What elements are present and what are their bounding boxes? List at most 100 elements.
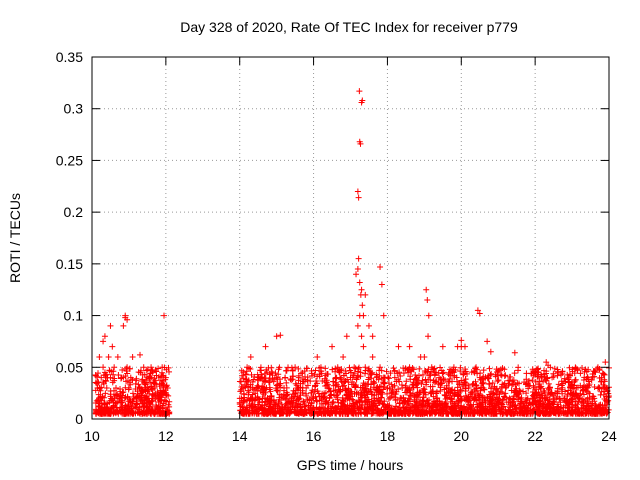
data-point-dense — [270, 378, 277, 385]
data-point-dense — [496, 399, 503, 406]
data-point-dense — [296, 395, 303, 402]
data-point-dense — [554, 368, 561, 375]
data-point — [365, 322, 372, 329]
data-point-dense — [330, 382, 337, 389]
data-point — [365, 374, 372, 381]
data-point-dense — [119, 366, 126, 373]
data-point — [262, 343, 269, 350]
data-point-dense — [343, 391, 350, 398]
data-point-dense — [336, 367, 343, 374]
data-point-dense — [488, 384, 495, 391]
data-point — [125, 405, 132, 412]
data-point-dense — [157, 389, 164, 396]
data-point-dense — [275, 371, 282, 378]
data-point-dense — [257, 367, 264, 374]
data-point-dense — [462, 407, 469, 414]
data-point-dense — [253, 384, 260, 391]
data-point-dense — [320, 410, 327, 417]
data-point-dense — [413, 381, 420, 388]
data-point-dense — [283, 379, 290, 386]
data-point-dense — [551, 365, 558, 372]
data-point-dense — [433, 388, 440, 395]
data-point-dense — [259, 395, 266, 402]
data-point-dense — [494, 372, 501, 379]
data-point-dense — [349, 410, 356, 417]
data-point-dense — [464, 404, 471, 411]
data-point-dense — [264, 369, 271, 376]
data-point-dense — [559, 408, 566, 415]
data-point-dense — [272, 401, 279, 408]
data-point-dense — [351, 402, 358, 409]
data-point-dense — [537, 385, 544, 392]
data-point-dense — [540, 378, 547, 385]
data-point-dense — [315, 390, 322, 397]
data-point — [114, 353, 121, 360]
data-point — [443, 384, 450, 391]
data-point-dense — [544, 410, 551, 417]
data-point-dense — [444, 410, 451, 417]
data-point-dense — [584, 400, 591, 407]
data-point-dense — [165, 401, 172, 408]
data-point-dense — [132, 410, 139, 417]
data-point-dense — [445, 378, 452, 385]
data-point-dense — [520, 403, 527, 410]
x-tick-label: 24 — [601, 428, 617, 444]
data-point — [591, 395, 598, 402]
data-point-dense — [428, 389, 435, 396]
data-point-dense — [123, 365, 130, 372]
data-point-dense — [457, 407, 464, 414]
data-point-dense — [147, 410, 154, 417]
data-point-dense — [480, 367, 487, 374]
data-point-dense — [523, 381, 530, 388]
data-point-dense — [511, 402, 518, 409]
data-point-dense — [420, 394, 427, 401]
data-point-dense — [362, 385, 369, 392]
data-point-dense — [127, 399, 134, 406]
data-point-dense — [471, 369, 478, 376]
data-point-dense — [113, 404, 120, 411]
data-point-dense — [283, 392, 290, 399]
data-point-dense — [340, 372, 347, 379]
data-point-dense — [432, 399, 439, 406]
data-point-dense — [345, 409, 352, 416]
data-point-dense — [419, 377, 426, 384]
plot-frame — [91, 56, 610, 420]
data-point-dense — [315, 406, 322, 413]
data-point-dense — [119, 389, 126, 396]
data-point — [247, 353, 254, 360]
data-point-dense — [462, 376, 469, 383]
data-point-dense — [143, 374, 150, 381]
data-point — [465, 384, 472, 391]
data-point-dense — [247, 366, 254, 373]
data-point-dense — [239, 402, 246, 409]
data-point-dense — [258, 375, 265, 382]
data-point — [109, 343, 116, 350]
data-point-dense — [489, 380, 496, 387]
data-point-dense — [142, 381, 149, 388]
data-point — [266, 395, 273, 402]
data-point-dense — [149, 397, 156, 404]
data-point-dense — [154, 394, 161, 401]
data-point — [554, 390, 561, 397]
data-point — [384, 384, 391, 391]
data-point — [249, 384, 256, 391]
data-point — [502, 384, 509, 391]
data-point — [354, 266, 361, 273]
data-point-dense — [242, 407, 249, 414]
data-point-dense — [94, 409, 101, 416]
data-point-dense — [422, 401, 429, 408]
data-point-dense — [329, 400, 336, 407]
data-point-dense — [288, 377, 295, 384]
data-point-dense — [314, 398, 321, 405]
data-point-dense — [275, 399, 282, 406]
data-point-dense — [238, 410, 245, 417]
data-point-dense — [479, 380, 486, 387]
data-point-dense — [107, 393, 114, 400]
data-point-dense — [256, 396, 263, 403]
data-point-dense — [370, 380, 377, 387]
data-point-dense — [122, 394, 129, 401]
data-point-dense — [335, 386, 342, 393]
data-point-dense — [322, 382, 329, 389]
data-point-dense — [430, 377, 437, 384]
data-point-dense — [538, 374, 545, 381]
